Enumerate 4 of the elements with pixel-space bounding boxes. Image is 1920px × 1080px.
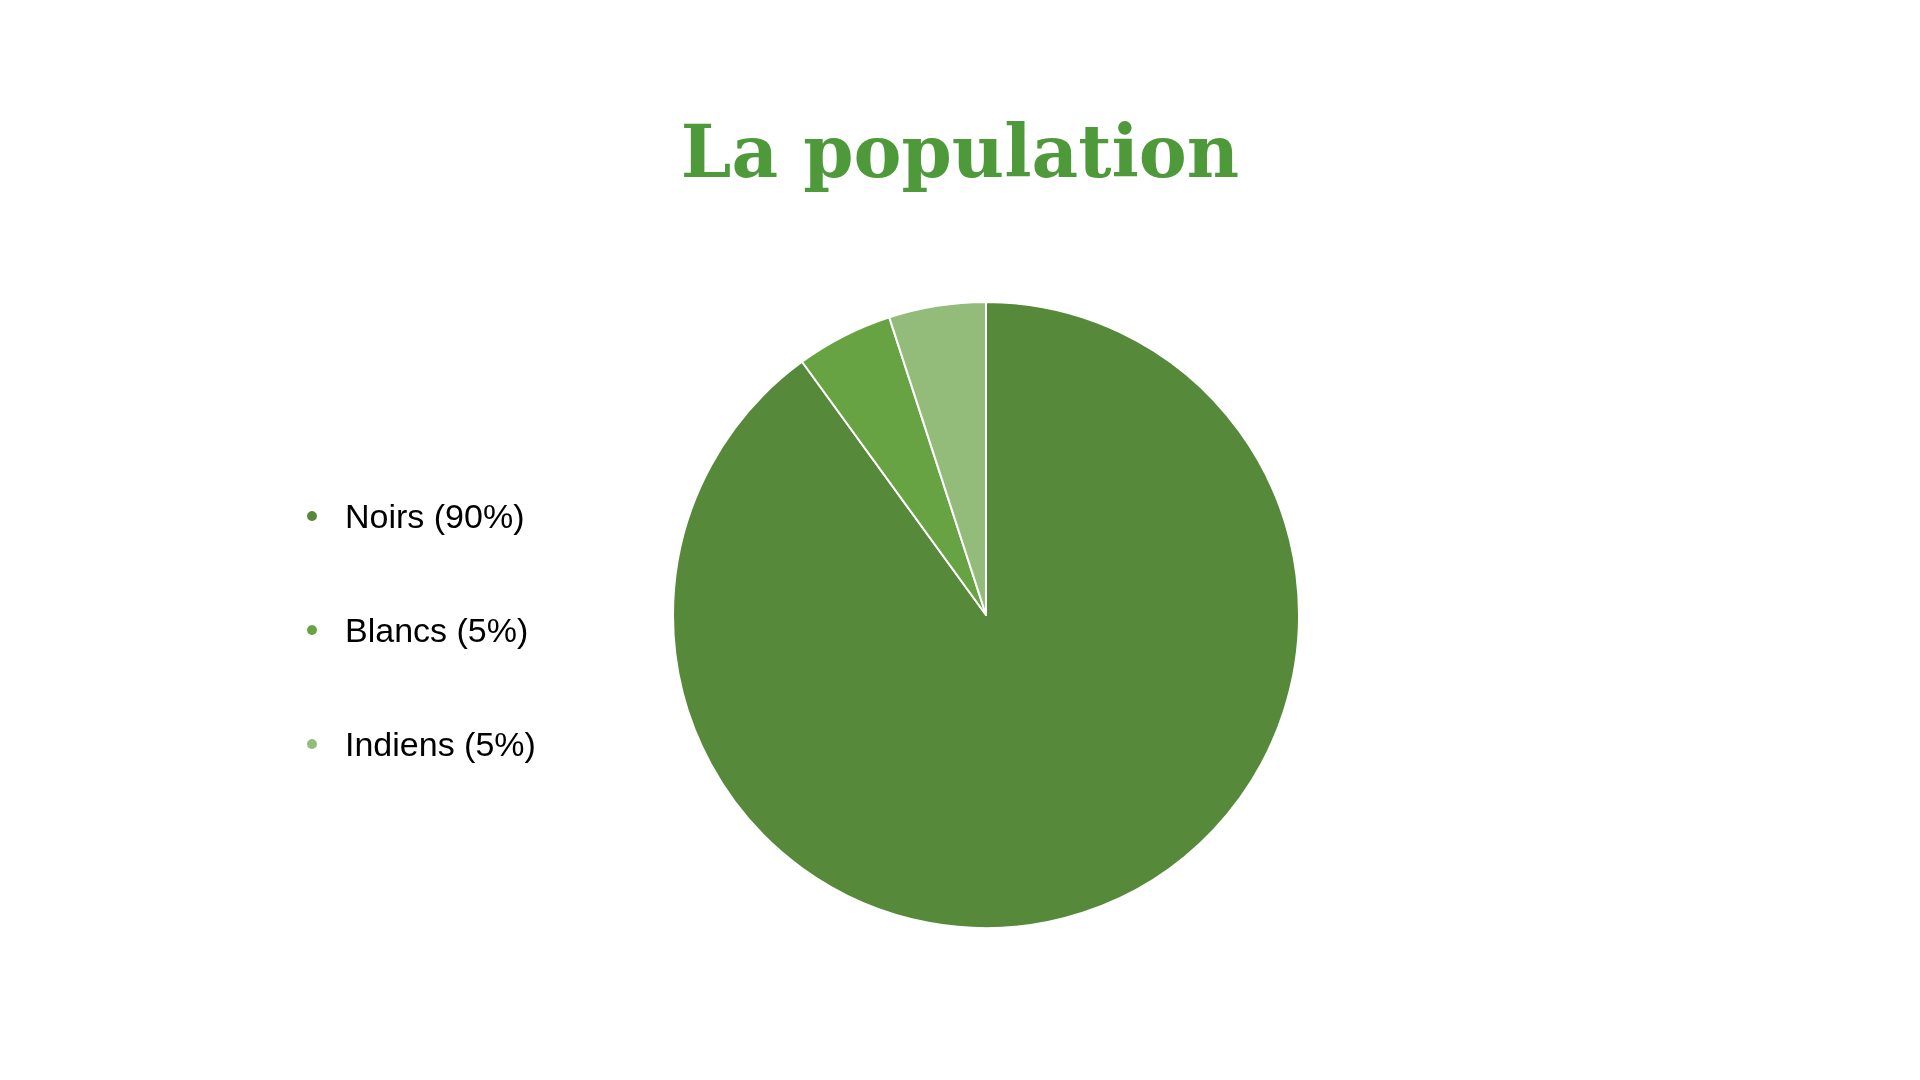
- legend-label: Blancs (5%): [345, 611, 529, 649]
- legend-label: Noirs (90%): [345, 497, 525, 535]
- legend-label: Indiens (5%): [345, 725, 536, 763]
- chart-title: La population: [680, 108, 1240, 194]
